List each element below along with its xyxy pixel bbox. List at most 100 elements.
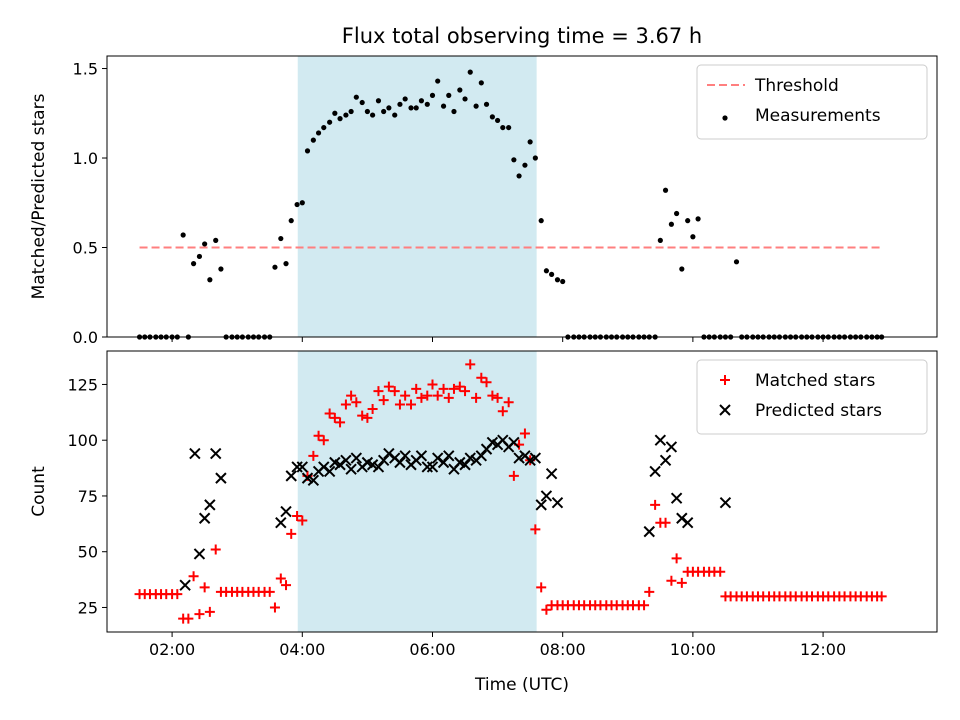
- data-point: [366, 459, 379, 471]
- x-tick-label: 04:00: [279, 640, 325, 659]
- data-point: [437, 456, 450, 469]
- data-point: [513, 452, 525, 464]
- data-point: [198, 512, 211, 524]
- data-point: [218, 266, 224, 272]
- data-point: [188, 571, 199, 582]
- data-point: [643, 525, 655, 538]
- data-point: [527, 139, 533, 145]
- data-point: [283, 261, 289, 267]
- data-point: [362, 412, 373, 423]
- data-point: [679, 266, 685, 272]
- observing-window-span: [297, 56, 537, 337]
- data-point: [545, 467, 558, 480]
- legend-predicted-swatch: [719, 404, 731, 416]
- data-point: [196, 253, 203, 260]
- data-point: [492, 392, 503, 403]
- data-point: [291, 461, 303, 473]
- data-point: [487, 390, 498, 401]
- data-point: [471, 392, 482, 403]
- data-point: [304, 148, 311, 154]
- data-point: [394, 456, 406, 469]
- data-point: [190, 261, 197, 267]
- data-point: [183, 613, 194, 624]
- data-point: [657, 237, 663, 243]
- y-tick-label: 100: [67, 431, 98, 450]
- data-point: [503, 397, 514, 408]
- data-point: [481, 377, 492, 388]
- data-point: [323, 465, 336, 478]
- data-point: [381, 108, 387, 115]
- data-point: [494, 117, 501, 124]
- data-point: [324, 408, 335, 419]
- data-point: [440, 103, 447, 109]
- data-point: [329, 412, 340, 423]
- data-point: [639, 600, 650, 611]
- data-point: [443, 450, 455, 462]
- data-point: [529, 452, 542, 464]
- data-point: [532, 155, 538, 161]
- data-point: [285, 470, 297, 482]
- data-point: [536, 582, 547, 593]
- data-point: [662, 187, 669, 193]
- data-point: [415, 450, 428, 462]
- y-tick-label: 0.5: [73, 239, 98, 258]
- data-point: [460, 386, 471, 397]
- x-tick-label: 08:00: [540, 640, 586, 659]
- data-point: [406, 399, 417, 410]
- data-point: [370, 112, 376, 118]
- data-point: [327, 119, 333, 125]
- data-point: [464, 452, 476, 464]
- data-point: [508, 436, 520, 449]
- data-point: [389, 386, 400, 397]
- data-point: [343, 112, 349, 118]
- data-point: [418, 98, 425, 104]
- data-point: [199, 582, 210, 593]
- series-predicted-stars: [179, 434, 732, 591]
- data-point: [335, 417, 346, 428]
- data-point: [194, 609, 205, 620]
- data-point: [372, 461, 385, 473]
- x-tick-label: 10:00: [670, 640, 716, 659]
- data-point: [340, 399, 351, 410]
- data-point: [666, 575, 677, 586]
- data-point: [690, 234, 696, 240]
- x-tick-label: 12:00: [800, 640, 846, 659]
- data-point: [665, 441, 678, 453]
- data-point: [644, 586, 655, 597]
- data-point: [422, 390, 433, 401]
- data-point: [269, 602, 280, 613]
- data-point: [340, 454, 352, 466]
- data-point: [511, 157, 517, 163]
- data-point: [204, 499, 216, 511]
- data-point: [318, 435, 329, 446]
- data-point: [554, 277, 561, 283]
- data-point: [516, 173, 522, 179]
- data-point: [676, 577, 687, 588]
- data-point: [478, 80, 484, 86]
- x-tick-label: 06:00: [409, 640, 455, 659]
- data-point: [535, 499, 547, 511]
- legend: Matched stars Predicted stars: [696, 359, 928, 435]
- data-point: [377, 454, 390, 466]
- data-point: [264, 586, 275, 597]
- data-point: [301, 472, 314, 484]
- data-point: [299, 200, 305, 206]
- data-point: [448, 383, 459, 394]
- data-point: [719, 496, 732, 509]
- data-point: [876, 591, 887, 602]
- data-point: [671, 553, 682, 564]
- chart-title: Flux total observing time = 3.67 h: [342, 24, 702, 48]
- data-point: [426, 461, 439, 473]
- data-point: [429, 92, 436, 98]
- panel-1: 0.0 0.5 1.0 1.5 Matched/Predicted stars Thres…: [29, 55, 938, 347]
- data-point: [421, 461, 433, 473]
- x-axis-label: Time (UTC): [474, 675, 569, 695]
- data-point: [353, 94, 359, 100]
- data-point: [179, 579, 191, 591]
- data-point: [210, 447, 222, 460]
- y-tick-label: 0.0: [73, 328, 98, 347]
- data-point: [400, 390, 411, 401]
- data-point: [373, 386, 384, 397]
- data-point: [489, 114, 495, 120]
- data-point: [519, 428, 530, 439]
